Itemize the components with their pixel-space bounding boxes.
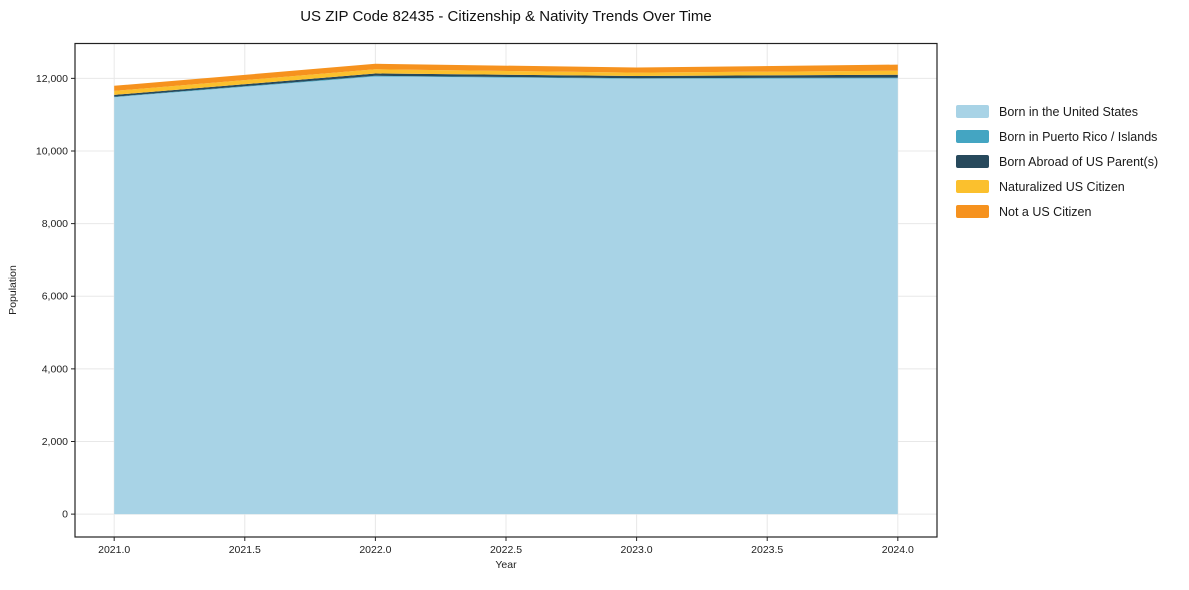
legend-swatch	[956, 180, 989, 193]
legend-item-born-abroad-of-us-parent-s: Born Abroad of US Parent(s)	[956, 149, 1158, 174]
area-born-in-puerto-rico-islands	[114, 75, 898, 98]
legend-label: Naturalized US Citizen	[999, 179, 1125, 194]
axis-ticks: 2021.0 2021.5 2022.0 2022.5 2023.0 2023.5 2024…	[36, 73, 914, 556]
area-naturalized-us-citizen	[114, 69, 898, 95]
y-axis-label: Population	[7, 265, 19, 315]
legend-item-not-a-us-citizen: Not a US Citizen	[956, 199, 1158, 224]
x-tick-label: 2023.0	[621, 544, 653, 556]
area-born-abroad-of-us-parent-s	[114, 73, 898, 97]
x-tick-label: 2023.5	[751, 544, 783, 556]
legend-swatch	[956, 205, 989, 218]
legend-item-naturalized-us-citizen: Naturalized US Citizen	[956, 174, 1158, 199]
legend-swatch	[956, 105, 989, 118]
legend-swatch	[956, 130, 989, 143]
y-tick-label: 10,000	[36, 145, 68, 157]
x-tick-label: 2022.5	[490, 544, 522, 556]
area-born-in-the-united-states	[114, 76, 898, 515]
x-tick-label: 2022.0	[359, 544, 391, 556]
legend-swatch	[956, 155, 989, 168]
legend-item-born-in-the-united-states: Born in the United States	[956, 99, 1158, 124]
x-tick-label: 2021.5	[229, 544, 261, 556]
x-tick-label: 2021.0	[98, 544, 130, 556]
y-tick-label: 6,000	[42, 291, 68, 303]
legend-item-born-in-puerto-rico-islands: Born in Puerto Rico / Islands	[956, 124, 1158, 149]
y-tick-label: 4,000	[42, 363, 68, 375]
x-tick-label: 2024.0	[882, 544, 914, 556]
y-tick-label: 12,000	[36, 73, 68, 85]
area-not-a-us-citizen	[114, 63, 898, 91]
y-tick-label: 8,000	[42, 218, 68, 230]
area-stack	[114, 63, 898, 515]
legend-label: Born in the United States	[999, 104, 1138, 119]
chart-title: US ZIP Code 82435 - Citizenship & Nativi…	[300, 8, 712, 25]
legend-label: Not a US Citizen	[999, 204, 1092, 219]
y-tick-label: 0	[62, 509, 68, 521]
x-axis-label: Year	[495, 559, 517, 571]
legend-label: Born in Puerto Rico / Islands	[999, 129, 1158, 144]
legend: Born in the United States Born in Puerto …	[956, 99, 1158, 224]
y-tick-label: 2,000	[42, 436, 68, 448]
legend-label: Born Abroad of US Parent(s)	[999, 154, 1159, 169]
